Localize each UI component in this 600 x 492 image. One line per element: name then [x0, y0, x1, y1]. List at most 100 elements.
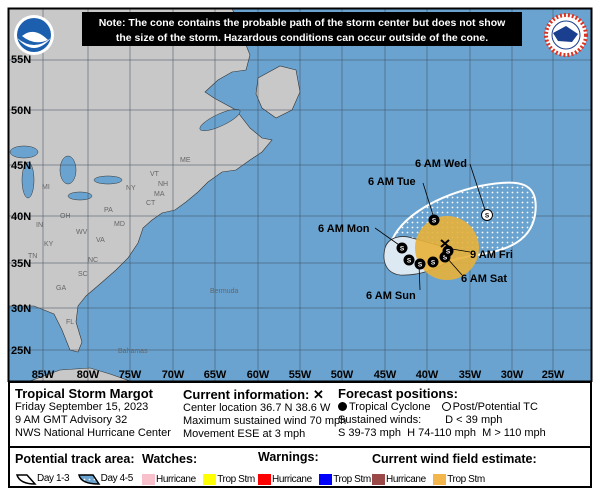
forecast-map: ME VT NH MA CT NY PA MI OH WV VA KY TN N… [7, 7, 593, 382]
label-mon: 6 AM Mon [318, 223, 370, 235]
state-label: GA [56, 285, 66, 292]
state-label: OH [60, 213, 71, 220]
svg-text:40W: 40W [416, 369, 439, 381]
state-label: ME [180, 157, 191, 164]
state-label: TN [28, 253, 37, 260]
state-labels: ME VT NH MA CT NY PA MI OH WV VA KY TN N… [28, 157, 239, 355]
current-position-x-icon [440, 239, 450, 248]
svg-text:S: S [432, 218, 437, 225]
state-label: MA [154, 191, 165, 198]
svg-text:50N: 50N [11, 105, 31, 117]
svg-text:70W: 70W [162, 369, 185, 381]
hurricane-watch-label: Hurricane [156, 474, 196, 486]
svg-text:S: S [446, 249, 451, 256]
movement: Movement ESE at 3 mph [183, 428, 306, 440]
hurricane-warning-label: Hurricane [272, 474, 312, 486]
svg-text:30W: 30W [501, 369, 524, 381]
tropical-cyclone-label: Tropical Cyclone [349, 401, 431, 413]
info-panel: Tropical Storm Margot Friday September 1… [8, 381, 592, 448]
bahamas-label: Bahamas [118, 348, 148, 355]
svg-text:35W: 35W [459, 369, 482, 381]
issuing-center: NWS National Hurricane Center [15, 427, 171, 439]
svg-text:25W: 25W [542, 369, 565, 381]
svg-text:40N: 40N [11, 211, 31, 223]
svg-text:45N: 45N [11, 160, 31, 172]
label-sat: 6 AM Sat [461, 273, 507, 285]
great-lakes [9, 14, 241, 201]
cuba [29, 367, 131, 381]
advisory-date: Friday September 15, 2023 [15, 401, 149, 413]
forecast-point: S [442, 245, 454, 257]
svg-text:55W: 55W [289, 369, 312, 381]
bermuda-label: Bermuda [210, 288, 239, 295]
lat-labels: 55N 50N 45N 40N 35N 30N 25N [11, 54, 31, 357]
forecast-points: S S S S S S S S [396, 209, 493, 270]
nws-logo [544, 13, 588, 57]
current-info-title: Current information: ✕ [183, 387, 324, 402]
svg-text:S: S [431, 260, 436, 267]
storm-name: Tropical Storm Margot [15, 386, 153, 401]
state-label: PA [104, 207, 113, 214]
post-tc-icon [441, 402, 451, 411]
center-location: Center location 36.7 N 38.6 W [183, 402, 331, 414]
svg-text:S: S [443, 255, 448, 262]
sustained-winds-label: Sustained winds: [338, 414, 422, 426]
ts-wind-label: Trop Stm [447, 474, 485, 486]
state-label: NH [158, 181, 168, 188]
day-1-3-cone-icon [15, 474, 37, 485]
forecast-point: S [427, 256, 439, 268]
intensity-scale: S 39-73 mph H 74-110 mph M > 110 mph [338, 427, 546, 439]
legend-panel: Potential track area: Day 1-3 Day 4-5 Wa… [8, 446, 592, 488]
svg-text:S: S [418, 262, 423, 269]
svg-text:50W: 50W [331, 369, 354, 381]
hurricane-watch-swatch [142, 474, 155, 486]
label-fri: 9 AM Fri [470, 249, 513, 261]
depression-scale: D < 39 mph [445, 414, 503, 426]
day-4-5-cone-icon [77, 474, 101, 485]
svg-text:75W: 75W [119, 369, 142, 381]
forecast-point-mon: S [396, 242, 408, 254]
svg-text:S: S [485, 213, 490, 220]
day-4-5-label: Day 4-5 [100, 473, 134, 485]
state-label: MD [114, 221, 125, 228]
forecast-point-tue: S [428, 214, 440, 226]
tropical-cyclone-icon [338, 402, 347, 411]
ts-warning-swatch [319, 474, 333, 486]
state-label: NY [126, 185, 136, 192]
svg-text:55N: 55N [11, 54, 31, 66]
state-label: IN [36, 222, 43, 229]
state-label: FL [66, 319, 74, 326]
svg-text:45W: 45W [374, 369, 397, 381]
hurricane-wind-swatch [372, 474, 385, 486]
watches-title: Watches: [142, 452, 198, 466]
svg-text:80W: 80W [77, 369, 100, 381]
state-label: WV [76, 229, 88, 236]
state-label: VA [96, 237, 105, 244]
state-label: CT [146, 200, 156, 207]
ts-warning-label: Trop Stm [333, 474, 371, 486]
ts-watch-swatch [203, 474, 217, 486]
lon-labels: 85W 80W 75W 70W 65W 60W 55W 50W 45W 40W 35W 30… [32, 369, 565, 381]
north-america-land [9, 9, 273, 353]
hurricane-wind-label: Hurricane [386, 474, 426, 486]
advisory-number: 9 AM GMT Advisory 32 [15, 414, 128, 426]
state-label: SC [78, 271, 88, 278]
svg-text:85W: 85W [32, 369, 55, 381]
noaa-logo [14, 15, 54, 55]
label-tue: 6 AM Tue [368, 176, 416, 188]
note-box [82, 12, 522, 46]
svg-text:S: S [407, 258, 412, 265]
forecast-point: S [403, 254, 415, 266]
wind-field-title: Current wind field estimate: [372, 452, 537, 466]
state-label: MI [42, 184, 50, 191]
label-wed: 6 AM Wed [415, 158, 467, 170]
ts-watch-label: Trop Stm [217, 474, 255, 486]
state-label: KY [44, 241, 54, 248]
warnings-title: Warnings: [258, 450, 319, 464]
label-sun: 6 AM Sun [366, 290, 416, 302]
svg-text:25N: 25N [11, 345, 31, 357]
svg-text:60W: 60W [247, 369, 270, 381]
state-label: VT [150, 171, 160, 178]
svg-text:65W: 65W [204, 369, 227, 381]
